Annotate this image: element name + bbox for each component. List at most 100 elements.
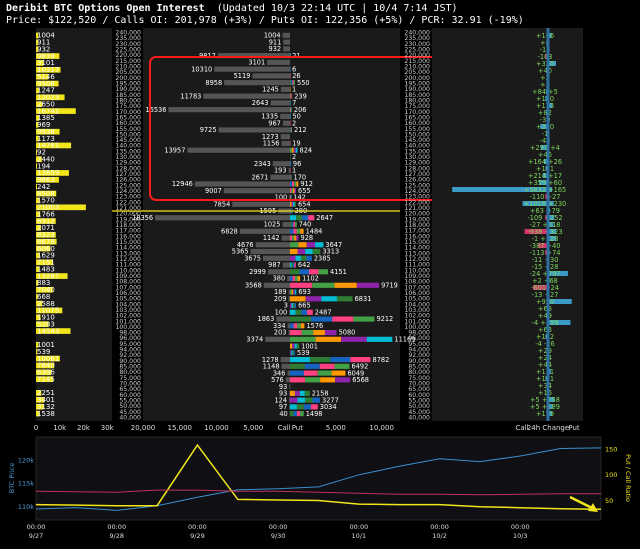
change-label: +159 [536,410,554,418]
put-oi-bar-segment [350,357,371,363]
change-label: +102 [536,333,554,341]
total-oi-label: 1570 [37,197,55,205]
strike-label: 165,000 [404,114,430,121]
put-oi-bar-segment [290,357,311,363]
call-oi-label: 1278 [262,356,279,364]
strike-label: 129,000 [115,160,141,167]
put-oi-label: 665 [298,302,311,310]
strike-label: 165,000 [115,114,141,121]
strike-label: 90,000 [408,358,430,365]
call-oi-label: 334 [273,322,286,330]
total-oi-bar [36,362,55,369]
strike-label: 230,000 [404,41,430,48]
strike-label: 107,000 [115,284,141,291]
strike-label: 190,000 [404,86,430,93]
change-label: -109 +252 [527,214,562,222]
strike-label: 108,000 [115,279,141,286]
callput-xtick: 5,000 [243,424,263,432]
call-oi-label: 203 [274,329,287,337]
strike-label: 127,000 [404,171,430,178]
strike-label: 109,000 [404,273,430,280]
strike-label: 185,000 [115,92,141,99]
call-oi-bar [250,248,290,255]
put-oi-bar-segment [312,397,321,403]
put-oi-bar-segment [290,302,292,309]
strike-label: 110,000 [115,267,141,274]
strike-label: 112,000 [404,256,430,263]
strike-label: 103,000 [404,307,430,314]
call-oi-bar [214,66,290,72]
put-oi-bar-segment [295,309,302,315]
strike-label: 121,000 [115,205,141,212]
put-oi-bar-segment [294,289,297,295]
totals-xtick: 20k [77,424,91,432]
strike-label: 95,000 [119,341,141,348]
total-oi-label: 2588 [37,300,55,308]
put-oi-bar-segment [304,390,310,396]
call-oi-bar [287,370,290,376]
put-oi-bar-segment [290,221,292,228]
change-label: +110 [536,95,554,103]
change-bar [539,180,548,185]
put-oi-label: 6568 [352,376,369,384]
call-oi-label: 13957 [164,146,185,154]
totals-xtick: 30k [101,424,115,432]
put-oi-bar-segment [290,86,291,92]
change-bar [522,201,548,206]
call-oi-bar [287,323,290,329]
put-oi-label: 21 [292,52,300,60]
change-label: -4 +899 [532,319,559,327]
callput-xtick: 15,000 [168,424,193,432]
put-oi-label: 6492 [352,363,369,371]
strike-label: 90,000 [119,358,141,365]
call-oi-bar [289,404,291,410]
put-oi-bar-segment [317,370,332,376]
put-oi-bar-segment [296,235,299,241]
strike-label: 170,000 [115,109,141,116]
total-oi-label: 8508 [37,190,55,198]
total-oi-label: 1385 [37,114,55,122]
strike-label: 106,000 [404,290,430,297]
change-label: -601 -24 [531,284,559,292]
strike-label: 123,000 [404,194,430,201]
strike-label: 123,000 [115,194,141,201]
put-oi-label: 539 [297,349,310,357]
history-xtick-date: 9/27 [29,532,44,540]
total-oi-label: 3132 [37,403,55,411]
put-oi-label: 1576 [306,322,323,330]
change-bar [543,159,548,164]
call-oi-label: 9007 [205,187,222,195]
strike-label: 126,000 [404,177,430,184]
call-oi-label: 93 [279,390,287,398]
call-oi-bar [270,174,290,180]
strike-label: 240,000 [404,30,430,37]
call-oi-bar [283,46,290,52]
call-oi-label: 932 [269,45,282,53]
total-oi-bar [36,135,39,142]
strike-label: 114,000 [115,245,141,252]
total-oi-label: 7145 [37,375,55,383]
call-oi-label: 380 [273,275,286,283]
strike-label: 106,000 [115,290,141,297]
put-oi-label: 1102 [302,275,319,283]
put-oi-bar-segment [311,316,333,322]
call-oi-bar [276,316,290,322]
change-bar [548,222,554,227]
call-oi-label: 11783 [180,92,201,100]
total-oi-label: 5283 [37,320,55,328]
call-oi-bar [252,73,290,79]
call-oi-bar [168,107,290,113]
strike-label: 120,000 [404,211,430,218]
total-oi-bar [36,46,39,53]
change-bar [540,124,548,129]
call-oi-label: 1245 [262,86,279,94]
put-oi-bar-segment [310,357,331,363]
callput-panel-bg [143,28,400,421]
total-oi-bar [36,321,49,328]
strike-label: 220,000 [115,52,141,59]
history-xtick-date: 9/30 [271,532,286,540]
strike-label: 180,000 [404,97,430,104]
strike-label: 114,000 [404,245,430,252]
strike-label: 101,000 [404,318,430,325]
change-xtick: 24h Change [527,424,569,432]
